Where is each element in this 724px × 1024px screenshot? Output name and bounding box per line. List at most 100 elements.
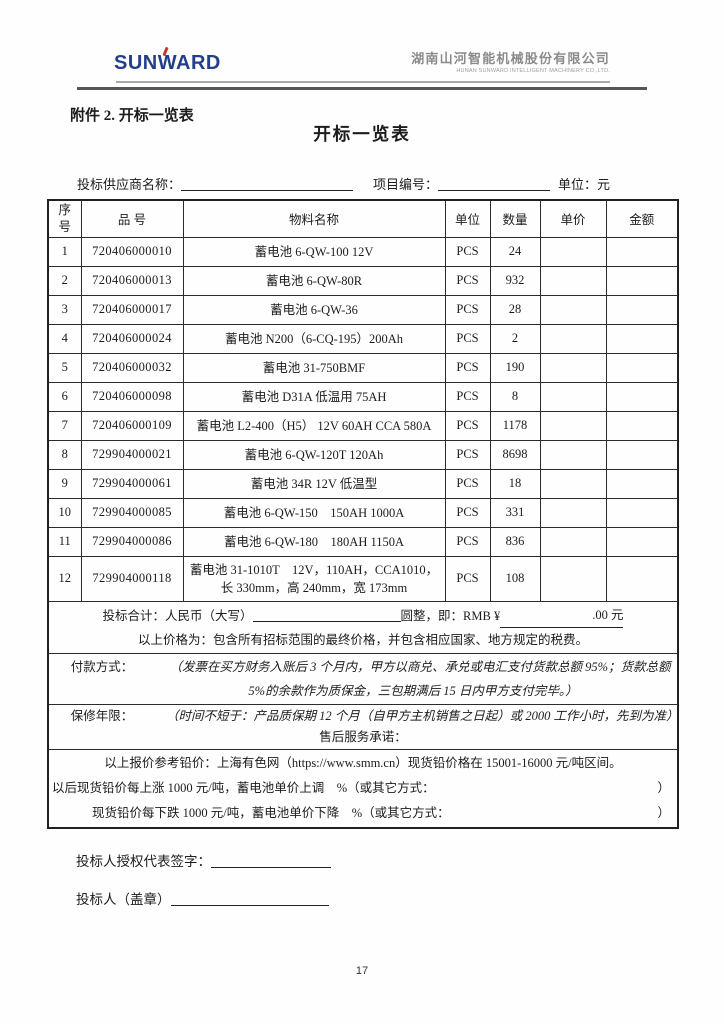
project-number-blank xyxy=(438,177,551,191)
cell-material-name: 蓄电池 6-QW-180 180AH 1150A xyxy=(182,526,446,557)
cell-no: 1 xyxy=(47,236,82,267)
cell-part-number: 729904000118 xyxy=(80,555,184,602)
bid-opening-table: 序号 品 号 物料名称 单位 数量 单价 金额 1 720406000010 蓄… xyxy=(47,199,679,829)
after-sales-label: 售后服务承诺： xyxy=(319,729,407,744)
lead-price-section: 以上报价参考铅价：上海有色网（https://www.smm.cn）现货铅价格在… xyxy=(47,748,679,829)
total-prefix: 投标合计：人民币（大写） xyxy=(102,608,253,623)
table-row: 5 720406000032 蓄电池 31-750BMF PCS 190 xyxy=(47,352,679,383)
page-title: 开标一览表 xyxy=(313,124,411,144)
cell-material-name: 蓄电池 6-QW-36 xyxy=(182,294,446,325)
payment-terms-text: （发票在买方财务入账后 3 个月内，甲方以商兑、承兑或电汇支付货款总额 95%；… xyxy=(169,659,671,698)
cell-part-number: 720406000098 xyxy=(80,381,184,412)
project-number-label: 项目编号： xyxy=(373,177,439,192)
col-header-unit: 单位 xyxy=(444,199,491,238)
payment-section-row: 付款方式： （发票在买方财务入账后 3 个月内，甲方以商兑、承兑或电汇支付货款总… xyxy=(47,652,679,705)
cell-amount xyxy=(605,265,679,296)
col-header-amount: 金额 xyxy=(605,199,679,238)
representative-signature-label: 投标人授权代表签字： xyxy=(76,854,211,869)
cell-quantity: 18 xyxy=(489,468,541,499)
col-header-quantity: 数量 xyxy=(489,199,541,238)
cell-quantity: 24 xyxy=(489,236,541,267)
col-header-material-name: 物料名称 xyxy=(182,199,446,238)
cell-material-name: 蓄电池 34R 12V 低温型 xyxy=(182,468,446,499)
cell-quantity: 8698 xyxy=(489,439,541,470)
cell-quantity: 331 xyxy=(489,497,541,528)
cell-unit-price xyxy=(539,265,607,296)
cell-unit-price xyxy=(539,526,607,557)
cell-material-name: 蓄电池 L2-400（H5） 12V 60AH CCA 580A xyxy=(182,410,446,441)
cell-quantity: 108 xyxy=(489,555,541,602)
cell-amount xyxy=(605,497,679,528)
cell-no: 7 xyxy=(47,410,82,441)
total-section-row: 投标合计：人民币（大写） 圆整，即：RMB ¥ .00 元 以上价格为：包含所有招标… xyxy=(47,600,679,654)
cell-part-number: 720406000024 xyxy=(80,323,184,354)
cell-amount xyxy=(605,410,679,441)
company-name-chinese: 湖南山河智能机械股份有限公司 xyxy=(411,51,610,66)
cell-unit: PCS xyxy=(444,555,491,602)
cell-quantity: 8 xyxy=(489,381,541,412)
cell-no: 2 xyxy=(47,265,82,296)
bidder-seal-line: 投标人（盖章） xyxy=(76,888,329,908)
cell-amount xyxy=(605,323,679,354)
warranty-terms-text: （时间不短于：产品质保期 12 个月（自甲方主机销售之日起）或 2000 工作小… xyxy=(166,708,678,723)
cell-part-number: 720406000032 xyxy=(80,352,184,383)
supplier-name-blank xyxy=(181,177,354,191)
company-name-block: 湖南山河智能机械股份有限公司 HUNAN SUNWARD INTELLIGENT… xyxy=(411,48,610,74)
cell-material-name: 蓄电池 31-1010T 12V，110AH，CCA1010，长 330mm，高… xyxy=(182,555,446,602)
warranty-section-row: 保修年限： （时间不短于：产品质保期 12 个月（自甲方主机销售之日起）或 20… xyxy=(47,703,679,750)
cell-part-number: 729904000085 xyxy=(80,497,184,528)
cell-unit-price xyxy=(539,236,607,267)
cell-unit-price xyxy=(539,381,607,412)
cell-amount xyxy=(605,381,679,412)
company-name-english: HUNAN SUNWARD INTELLIGENT MACHINERY CO.,… xyxy=(456,68,610,74)
cell-quantity: 28 xyxy=(489,294,541,325)
cell-part-number: 729904000086 xyxy=(80,526,184,557)
sunward-logo: SUNWARD xyxy=(114,46,221,75)
cell-part-number: 720406000017 xyxy=(80,294,184,325)
total-line: 投标合计：人民币（大写） 圆整，即：RMB ¥ .00 元 xyxy=(52,603,674,628)
cell-amount xyxy=(605,294,679,325)
cell-unit: PCS xyxy=(444,236,491,267)
cell-no: 5 xyxy=(47,352,82,383)
cell-unit-price xyxy=(539,323,607,354)
form-header-line: 投标供应商名称： 项目编号： 单位：元 xyxy=(77,174,610,193)
cell-quantity: 836 xyxy=(489,526,541,557)
cell-quantity: 2 xyxy=(489,323,541,354)
lead-price-section-row: 以上报价参考铅价：上海有色网（https://www.smm.cn）现货铅价格在… xyxy=(47,748,679,829)
total-section: 投标合计：人民币（大写） 圆整，即：RMB ¥ .00 元 以上价格为：包含所有招标… xyxy=(47,600,679,654)
cell-part-number: 720406000013 xyxy=(80,265,184,296)
cell-no: 11 xyxy=(47,526,82,557)
table-row: 4 720406000024 蓄电池 N200（6-CQ-195）200Ah P… xyxy=(47,323,679,354)
cell-no: 12 xyxy=(47,555,82,602)
lead-price-down-close-paren: ） xyxy=(657,805,670,820)
cell-material-name: 蓄电池 D31A 低温用 75AH xyxy=(182,381,446,412)
attachment-title: 附件 2. 开标一览表 xyxy=(70,108,194,124)
cell-material-name: 蓄电池 6-QW-120T 120Ah xyxy=(182,439,446,470)
table-row: 11 729904000086 蓄电池 6-QW-180 180AH 1150A… xyxy=(47,526,679,557)
table-row: 6 720406000098 蓄电池 D31A 低温用 75AH PCS 8 xyxy=(47,381,679,412)
table-row: 2 720406000013 蓄电池 6-QW-80R PCS 932 xyxy=(47,265,679,296)
cell-no: 9 xyxy=(47,468,82,499)
sunward-logo-text: SUNWARD xyxy=(114,52,221,74)
price-note-line: 以上价格为：包含所有招标范围的最终价格，并包含相应国家、地方规定的税费。 xyxy=(137,632,588,647)
cell-unit: PCS xyxy=(444,352,491,383)
representative-signature-blank xyxy=(211,854,331,868)
bidder-seal-label: 投标人（盖章） xyxy=(76,892,171,907)
col-header-no: 序号 xyxy=(47,199,82,238)
cell-part-number: 729904000021 xyxy=(80,439,184,470)
cell-amount xyxy=(605,352,679,383)
table-row: 9 729904000061 蓄电池 34R 12V 低温型 PCS 18 xyxy=(47,468,679,499)
table-row: 7 720406000109 蓄电池 L2-400（H5） 12V 60AH C… xyxy=(47,410,679,441)
warranty-section: 保修年限： （时间不短于：产品质保期 12 个月（自甲方主机销售之日起）或 20… xyxy=(47,703,679,750)
cell-part-number: 729904000061 xyxy=(80,468,184,499)
table-row: 12 729904000118 蓄电池 31-1010T 12V，110AH，C… xyxy=(47,555,679,602)
cell-amount xyxy=(605,526,679,557)
cell-part-number: 720406000109 xyxy=(80,410,184,441)
authorized-representative-signature-line: 投标人授权代表签字： xyxy=(76,850,331,870)
header-rule-thin xyxy=(116,81,610,83)
total-amount-figures-blank: .00 元 xyxy=(500,603,624,628)
table-header-row: 序号 品 号 物料名称 单位 数量 单价 金额 xyxy=(47,199,679,238)
supplier-name-label: 投标供应商名称： xyxy=(77,177,182,192)
cell-unit-price xyxy=(539,410,607,441)
